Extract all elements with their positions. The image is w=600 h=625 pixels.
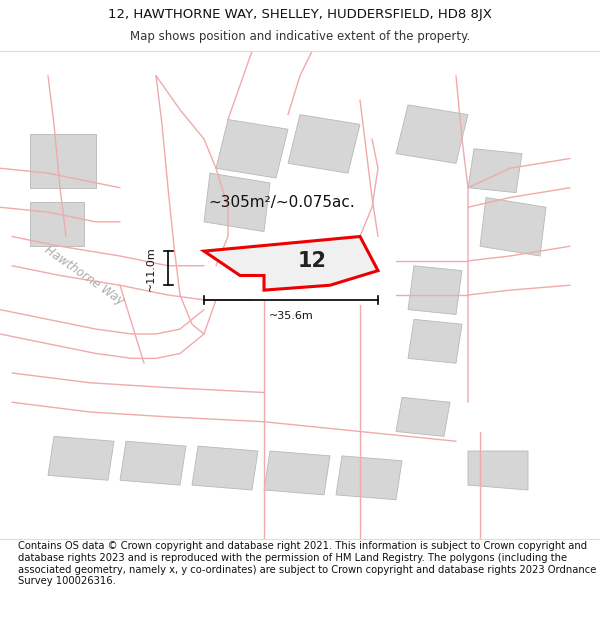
Polygon shape bbox=[336, 456, 402, 500]
Polygon shape bbox=[396, 105, 468, 163]
Text: ~305m²/~0.075ac.: ~305m²/~0.075ac. bbox=[209, 195, 355, 210]
Text: Hawthorne Way: Hawthorne Way bbox=[42, 243, 126, 308]
Polygon shape bbox=[48, 436, 114, 480]
Polygon shape bbox=[192, 446, 258, 490]
Text: 12: 12 bbox=[298, 251, 326, 271]
Polygon shape bbox=[204, 236, 378, 290]
Text: 12, HAWTHORNE WAY, SHELLEY, HUDDERSFIELD, HD8 8JX: 12, HAWTHORNE WAY, SHELLEY, HUDDERSFIELD… bbox=[108, 8, 492, 21]
Text: ~35.6m: ~35.6m bbox=[269, 311, 313, 321]
Polygon shape bbox=[204, 173, 270, 232]
Text: Map shows position and indicative extent of the property.: Map shows position and indicative extent… bbox=[130, 31, 470, 43]
Polygon shape bbox=[480, 198, 546, 256]
Polygon shape bbox=[468, 149, 522, 192]
Text: Contains OS data © Crown copyright and database right 2021. This information is : Contains OS data © Crown copyright and d… bbox=[18, 541, 596, 586]
Polygon shape bbox=[408, 266, 462, 314]
Polygon shape bbox=[30, 134, 96, 188]
Polygon shape bbox=[30, 202, 84, 246]
Polygon shape bbox=[408, 319, 462, 363]
Text: ~11.0m: ~11.0m bbox=[146, 246, 156, 291]
Polygon shape bbox=[468, 451, 528, 490]
Polygon shape bbox=[120, 441, 186, 485]
Polygon shape bbox=[264, 451, 330, 495]
Polygon shape bbox=[288, 114, 360, 173]
Polygon shape bbox=[216, 119, 288, 178]
Polygon shape bbox=[396, 398, 450, 436]
